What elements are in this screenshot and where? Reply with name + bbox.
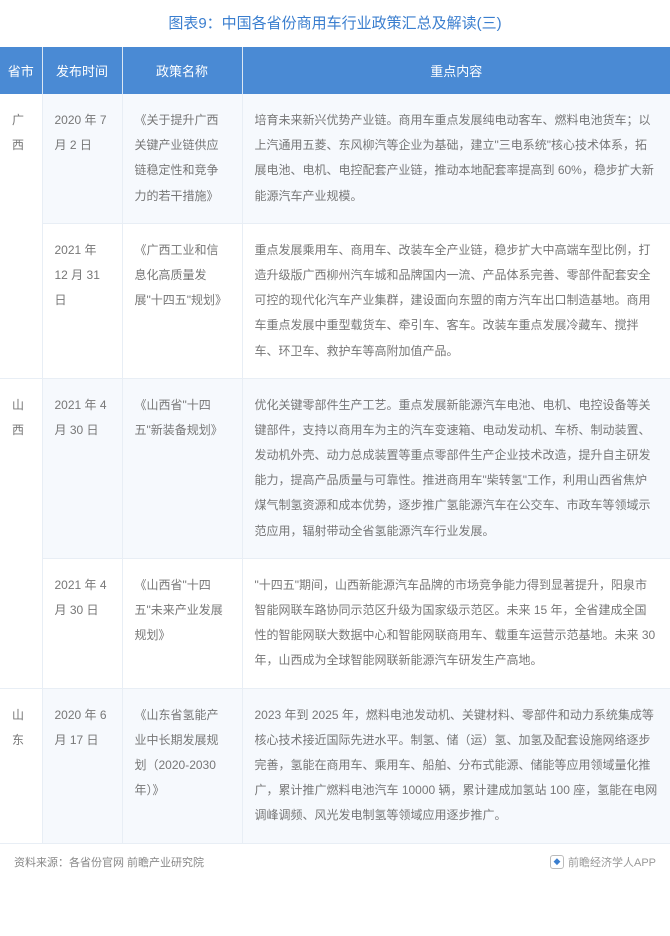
chart-title: 图表9：中国各省份商用车行业政策汇总及解读(三) <box>0 0 670 47</box>
cell-content: 2023 年到 2025 年，燃料电池发动机、关键材料、零部件和动力系统集成等核… <box>242 688 670 843</box>
cell-policy: 《山东省氢能产业中长期发展规划（2020-2030 年）》 <box>122 688 242 843</box>
col-header-content: 重点内容 <box>242 47 670 94</box>
cell-policy: 《关于提升广西关键产业链供应链稳定性和竞争力的若干措施》 <box>122 94 242 223</box>
cell-date: 2021 年 4 月 30 日 <box>42 378 122 558</box>
table-row: 山东 2020 年 6 月 17 日 《山东省氢能产业中长期发展规划（2020-… <box>0 688 670 843</box>
footer-brand-text: 前瞻经济学人APP <box>568 854 656 870</box>
cell-province: 广西 <box>0 94 42 378</box>
table-row: 广西 2020 年 7 月 2 日 《关于提升广西关键产业链供应链稳定性和竞争力… <box>0 94 670 223</box>
col-header-province: 省市 <box>0 47 42 94</box>
cell-policy: 《山西省"十四五"新装备规划》 <box>122 378 242 558</box>
cell-date: 2021 年 4 月 30 日 <box>42 558 122 688</box>
col-header-policy: 政策名称 <box>122 47 242 94</box>
table-header-row: 省市 发布时间 政策名称 重点内容 <box>0 47 670 94</box>
cell-date: 2020 年 7 月 2 日 <box>42 94 122 223</box>
cell-policy: 《广西工业和信息化高质量发展"十四五"规划》 <box>122 223 242 378</box>
table-row: 2021 年 12 月 31 日 《广西工业和信息化高质量发展"十四五"规划》 … <box>0 223 670 378</box>
cell-content: 优化关键零部件生产工艺。重点发展新能源汽车电池、电机、电控设备等关键部件，支持以… <box>242 378 670 558</box>
footer-source: 资料来源：各省份官网 前瞻产业研究院 <box>14 854 204 870</box>
table-row: 2021 年 4 月 30 日 《山西省"十四五"未来产业发展规划》 "十四五"… <box>0 558 670 688</box>
cell-policy: 《山西省"十四五"未来产业发展规划》 <box>122 558 242 688</box>
cell-content: "十四五"期间，山西新能源汽车品牌的市场竞争能力得到显著提升，阳泉市智能网联车路… <box>242 558 670 688</box>
cell-content: 重点发展乘用车、商用车、改装车全产业链，稳步扩大中高端车型比例，打造升级版广西柳… <box>242 223 670 378</box>
cell-content: 培育未来新兴优势产业链。商用车重点发展纯电动客车、燃料电池货车；以上汽通用五菱、… <box>242 94 670 223</box>
cell-province: 山西 <box>0 378 42 688</box>
cell-date: 2021 年 12 月 31 日 <box>42 223 122 378</box>
cell-date: 2020 年 6 月 17 日 <box>42 688 122 843</box>
footer: 资料来源：各省份官网 前瞻产业研究院 ◆ 前瞻经济学人APP <box>0 844 670 878</box>
col-header-date: 发布时间 <box>42 47 122 94</box>
policy-table: 省市 发布时间 政策名称 重点内容 广西 2020 年 7 月 2 日 《关于提… <box>0 47 670 844</box>
table-row: 山西 2021 年 4 月 30 日 《山西省"十四五"新装备规划》 优化关键零… <box>0 378 670 558</box>
footer-brand: ◆ 前瞻经济学人APP <box>550 854 656 870</box>
cell-province: 山东 <box>0 688 42 843</box>
brand-logo-icon: ◆ <box>550 855 564 869</box>
